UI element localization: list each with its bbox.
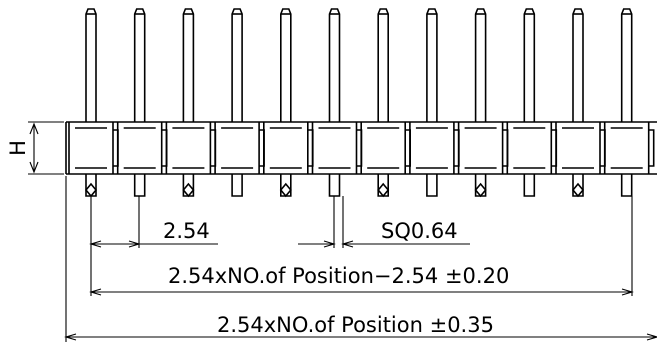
pin-lower [133,174,146,197]
pin-tail-mark [571,182,585,198]
housing-inner [318,127,351,169]
housing-segment [603,122,650,174]
housing-gap [648,129,655,167]
housing-segment [506,122,553,174]
pin-5 [263,8,314,198]
pin-upper [474,8,487,122]
pin-tail-mark [377,182,390,198]
pin-tail-mark [474,182,487,198]
housing-inner [610,127,643,169]
housing-inner [269,127,302,169]
housing-inner [562,127,594,169]
housing-segment [116,122,163,174]
housing-segment [214,122,260,174]
housing-segment [311,122,358,174]
housing-segment [263,122,309,174]
pin-group [68,8,655,198]
pin-upper [620,8,633,122]
pitch-dimension: 2.54 [89,219,218,248]
pin-tail-mark [84,182,98,198]
pin-lower [328,174,341,197]
pin-upper [572,8,584,122]
pin-upper [85,8,97,122]
pin-upper [377,8,389,122]
pin-12 [603,8,655,197]
housing-segment [457,122,504,174]
pin-upper [231,8,243,122]
pin-6 [311,8,363,197]
pin-upper [133,8,146,122]
housing-inner [367,127,400,169]
pin-2 [116,8,168,197]
pin-upper [182,8,195,122]
overall-length-label: 2.54xNO.of Position ±0.35 [217,313,494,337]
extension-lines [65,176,633,342]
housing-segment [360,122,406,174]
pin-4 [214,8,265,197]
housing-segment [165,122,212,174]
pin-7 [360,8,411,198]
pin-tail-mark [182,182,195,198]
inner-span-dimension: 2.54xNO.of Position−2.54 ±0.20 [89,264,634,296]
housing-inner [221,127,254,169]
pitch-label: 2.54 [163,219,210,243]
housing-body [65,121,657,175]
pin-upper [328,8,341,122]
height-label: H [6,140,30,156]
pin-lower [231,174,243,197]
housing-inner [513,127,546,169]
pin-1 [68,8,119,198]
pin-upper [523,8,536,122]
pin-9 [457,8,509,198]
height-dimension: H [6,121,64,175]
housing-inner [123,127,156,169]
housing-inner [75,127,107,169]
pin-3 [165,8,217,198]
pin-tail-mark [279,182,292,198]
housing-segment [68,122,114,174]
pin-size-dimension: SQ0.64 [298,219,470,248]
pin-size-label: SQ0.64 [381,219,458,243]
housing-inner [172,127,205,169]
pin-lower [523,174,536,197]
pin-11 [555,8,606,198]
pin-10 [506,8,558,197]
housing-segment [409,122,455,174]
pin-upper [280,8,292,122]
pin-8 [409,8,460,197]
pin-lower [620,174,633,197]
overall-length-dimension: 2.54xNO.of Position ±0.35 [64,313,657,341]
pin-lower [426,174,438,197]
inner-span-label: 2.54xNO.of Position−2.54 ±0.20 [168,264,509,288]
housing-inner [415,127,448,169]
pin-upper [426,8,438,122]
housing-segment [555,122,601,174]
housing-inner [464,127,497,169]
